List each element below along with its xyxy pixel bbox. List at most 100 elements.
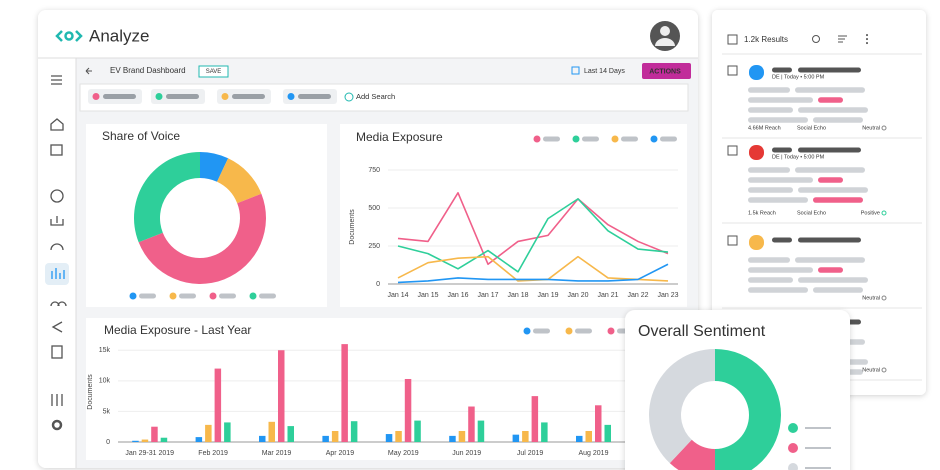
x-tick-label: Jan 20 — [567, 292, 588, 299]
placeholder — [798, 277, 868, 283]
bar — [404, 378, 412, 442]
placeholder — [813, 117, 863, 123]
placeholder — [748, 197, 808, 203]
pie-slice — [200, 152, 229, 182]
y-tick-label: 15k — [99, 347, 111, 354]
x-tick-label: Jan 19 — [537, 292, 558, 299]
pie-slice — [649, 349, 715, 464]
y-tick-label: 10k — [99, 378, 111, 385]
placeholder — [139, 293, 156, 299]
bar — [576, 435, 583, 442]
placeholder — [748, 277, 793, 283]
placeholder — [748, 97, 813, 103]
bar — [259, 435, 266, 442]
legend-swatch — [788, 463, 798, 470]
result-reach: 1.5k Reach — [748, 210, 776, 216]
placeholder — [818, 267, 843, 273]
date-range[interactable]: Last 14 Days — [584, 68, 625, 75]
nav-gauge[interactable] — [50, 243, 64, 251]
pie-slice — [715, 349, 781, 470]
placeholder — [166, 94, 199, 99]
placeholder — [543, 136, 560, 142]
result-meta: DE | Today • 5:00 PM — [772, 74, 825, 80]
bar — [214, 368, 222, 442]
y-axis-label: Documents — [349, 209, 356, 245]
line-series — [397, 263, 669, 284]
legend-swatch — [129, 292, 137, 300]
nav-docs[interactable] — [51, 345, 63, 359]
bar — [205, 424, 212, 442]
nav-home[interactable] — [50, 118, 64, 131]
x-tick-label: Jan 17 — [477, 292, 498, 299]
x-tick-label: Aug 2019 — [579, 450, 609, 457]
sort-icon[interactable] — [838, 35, 847, 43]
chart-title: Share of Voice — [102, 129, 180, 143]
bar — [331, 430, 339, 442]
bar — [287, 426, 294, 442]
legend-swatch — [249, 292, 257, 300]
bar — [268, 421, 275, 442]
bar — [595, 405, 602, 442]
nav-explore[interactable] — [50, 189, 64, 203]
nav-download[interactable] — [50, 216, 64, 226]
bar — [395, 430, 402, 442]
placeholder — [772, 67, 792, 73]
x-tick-label: Jul 2019 — [517, 450, 544, 457]
nav-share[interactable] — [51, 321, 63, 333]
sentiment-dot — [881, 125, 887, 131]
source-icon — [749, 235, 764, 250]
checkbox[interactable] — [727, 145, 738, 156]
bar — [585, 430, 592, 442]
save-button[interactable] — [198, 65, 229, 78]
calendar-icon — [571, 66, 580, 75]
result-sentiment: Neutral — [862, 295, 880, 301]
nav-menu[interactable] — [51, 75, 62, 85]
placeholder — [818, 97, 843, 103]
placeholder — [798, 67, 861, 73]
source-icon — [749, 65, 764, 80]
actions-button[interactable] — [642, 63, 691, 79]
add-icon[interactable] — [344, 92, 354, 102]
checkbox[interactable] — [727, 34, 738, 45]
chip-dot — [155, 93, 163, 100]
y-axis-label: Documents — [87, 374, 94, 410]
add-search[interactable]: Add Search — [356, 92, 395, 101]
charts: 0 250 500 750 Documents Jan 14 Jan 15 Jan 16 Jan… — [87, 129, 850, 470]
placeholder — [813, 287, 863, 293]
search-icon[interactable] — [812, 35, 820, 43]
placeholder — [748, 107, 793, 113]
back-arrow[interactable] — [85, 67, 92, 75]
checkbox[interactable] — [727, 235, 738, 246]
line-series — [397, 192, 669, 266]
nav-settings[interactable] — [51, 419, 63, 431]
placeholder — [798, 237, 861, 243]
placeholder — [748, 267, 813, 273]
nav-boards[interactable] — [50, 144, 63, 156]
result-reach: 4.66M Reach — [748, 125, 781, 131]
chart-title: Overall Sentiment — [638, 323, 766, 340]
legend-swatch — [650, 135, 658, 143]
x-tick-label: Jan 22 — [627, 292, 648, 299]
result-source: Social Echo — [797, 125, 826, 131]
bar — [449, 435, 456, 442]
pie-slice — [138, 193, 266, 284]
x-tick-label: Jan 23 — [657, 292, 678, 299]
nav-filters[interactable] — [51, 394, 63, 406]
nav-analytics[interactable] — [51, 268, 65, 279]
sentiment-dot — [881, 295, 887, 301]
placeholder — [259, 293, 276, 299]
placeholder — [179, 293, 196, 299]
bar — [531, 396, 539, 442]
placeholder — [798, 187, 868, 193]
y-tick-label: 500 — [368, 205, 380, 212]
sentiment-dot — [881, 367, 887, 373]
placeholder — [103, 94, 136, 99]
bar — [477, 420, 485, 442]
x-tick-label: Jan 14 — [387, 292, 408, 299]
legend-swatch — [523, 327, 531, 335]
logo-text: Analyze — [89, 26, 149, 45]
bar — [141, 439, 149, 442]
checkbox[interactable] — [727, 65, 738, 76]
nav-people[interactable] — [50, 301, 67, 307]
